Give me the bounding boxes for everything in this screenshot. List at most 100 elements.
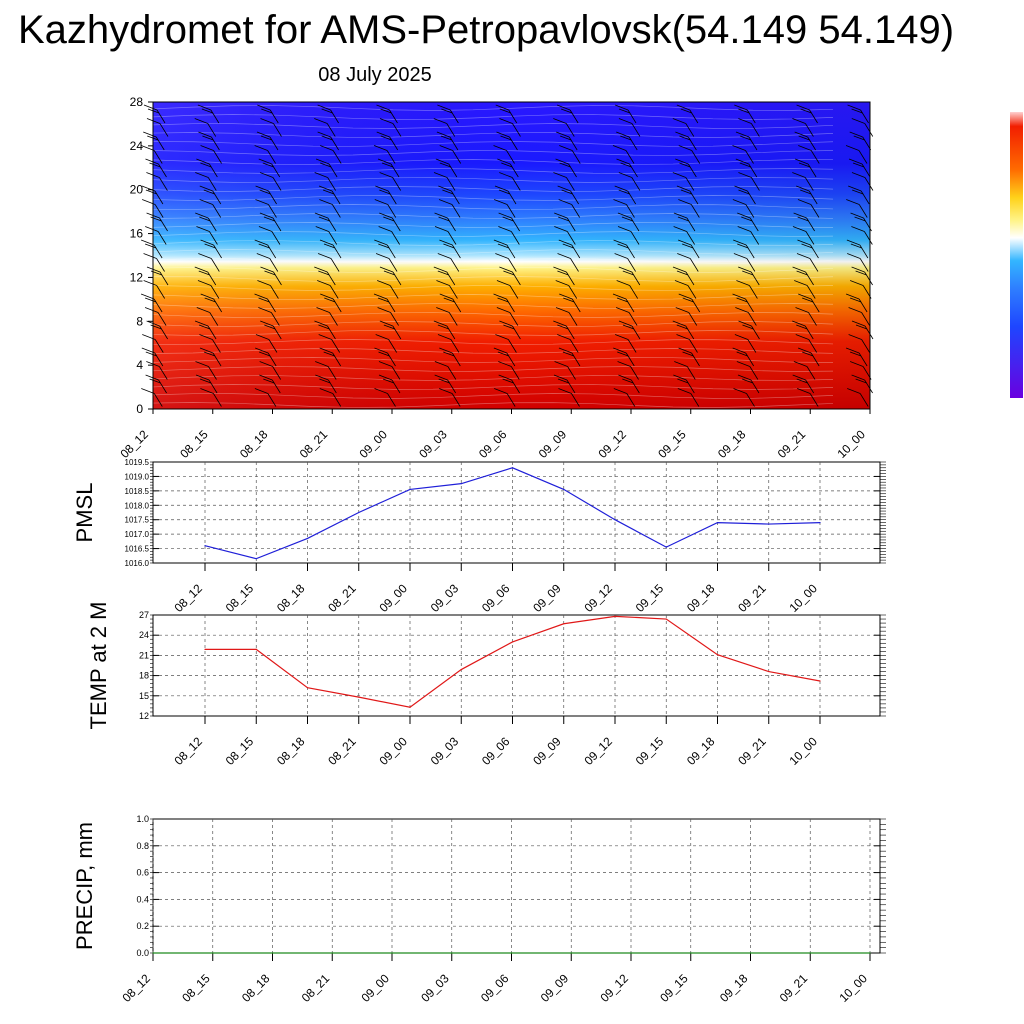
wind-barb-feather (374, 239, 388, 246)
wind-barb-feather (792, 118, 806, 124)
wind-barb-feather (613, 239, 627, 246)
wind-barb (327, 366, 337, 380)
wind-barb (446, 123, 456, 137)
contour-lines (152, 105, 834, 408)
wind-barb-feather (498, 212, 512, 219)
wind-barb-feather (379, 172, 393, 178)
wind-barb (447, 366, 457, 380)
wind-barb (691, 352, 700, 367)
wind-barb-feather (383, 270, 396, 276)
wind-barb-feather (677, 216, 690, 222)
wind-barb-feather (800, 108, 812, 114)
wind-barb (626, 204, 635, 218)
data-point (152, 952, 154, 954)
wind-barb (631, 177, 641, 191)
wind-barb-feather (676, 270, 689, 276)
wind-barb-feather (315, 361, 329, 367)
y-tick-label: 4 (136, 358, 143, 372)
data-point (665, 618, 667, 620)
wind-barb-feather (198, 324, 211, 330)
y-tick-label: 20 (130, 183, 144, 197)
wind-barb-feather (200, 239, 214, 246)
wind-barb-feather (315, 226, 329, 232)
wind-barb-feather (440, 135, 453, 141)
wind-barb (330, 258, 340, 272)
wind-barb-feather (196, 226, 210, 232)
wind-barb (451, 204, 461, 218)
wind-barb (330, 109, 339, 124)
wind-barb-feather (796, 324, 808, 330)
wind-barb (571, 352, 581, 367)
wind-barb (686, 231, 695, 245)
wind-barb-feather (379, 189, 391, 195)
wind-barb-feather (318, 334, 332, 340)
wind-barb-feather (442, 189, 454, 195)
wind-barb (630, 366, 639, 380)
wind-barb (269, 258, 279, 272)
x-tick-label: 08_18 (274, 581, 308, 615)
wind-barb (154, 339, 164, 353)
x-tick-label: 08_12 (117, 427, 151, 461)
wind-barb (751, 325, 760, 340)
wind-barb-feather (145, 158, 159, 165)
wind-barb-feather (493, 199, 508, 205)
wind-barb-feather (849, 361, 864, 367)
wind-barb-feather (558, 388, 572, 394)
y-tick-label: 1016.5 (125, 545, 150, 554)
wind-barb-feather (676, 334, 690, 340)
y-axis-label: TEMP at 2 M (86, 602, 111, 730)
wind-barb (747, 339, 757, 353)
x-tick-label: 08_18 (237, 427, 271, 461)
y-tick-label: 15 (139, 691, 149, 701)
contour-line (152, 240, 834, 246)
wind-barb-feather (255, 185, 269, 192)
y-tick-label: 1017.5 (125, 516, 150, 525)
x-tick-label: 09_03 (418, 971, 452, 1005)
wind-barb (267, 393, 277, 407)
y-tick-label: 12 (139, 711, 149, 721)
wind-barb (748, 312, 757, 326)
wind-barb (508, 109, 518, 124)
wind-barb-feather (802, 297, 814, 303)
wind-barb-feather (736, 351, 748, 357)
contour-line (152, 132, 834, 138)
wind-barb (506, 352, 516, 367)
x-tick-label: 08_12 (119, 971, 153, 1005)
wind-barb-feather (801, 351, 814, 357)
x-tick-label: 09_06 (478, 971, 512, 1005)
wind-barb-feather (259, 361, 273, 367)
wind-barb-feather (379, 266, 394, 273)
wind-barb-feather (562, 351, 575, 357)
y-tick-label: 24 (130, 139, 144, 153)
wind-barb (685, 123, 695, 137)
x-tick-label: 08_15 (177, 427, 211, 461)
wind-barb-feather (437, 334, 452, 340)
wind-barb-feather (845, 347, 860, 354)
page-title: Kazhydromet for AMS-Petropavlovsk(54.149… (18, 8, 955, 52)
wind-barb (689, 339, 698, 353)
wind-barb-feather (439, 162, 451, 168)
wind-barb-feather (381, 162, 394, 168)
wind-barb (509, 312, 519, 326)
wind-barb-feather (850, 243, 862, 249)
data-point (809, 952, 811, 954)
x-tick-label: 09_21 (735, 734, 769, 768)
wind-barb-feather (439, 239, 453, 246)
wind-barb-feather (375, 253, 390, 259)
wind-barb-feather (438, 378, 450, 384)
wind-barb-feather (318, 324, 330, 330)
wind-barb-feather (734, 334, 749, 340)
wind-barb-feather (378, 361, 393, 367)
contour-line (152, 186, 834, 192)
wind-barb (390, 163, 400, 178)
wind-barb (805, 231, 815, 245)
wind-barb-feather (677, 378, 689, 384)
contour-line (152, 348, 834, 354)
wind-barb (388, 258, 398, 272)
wind-barb-feather (433, 320, 448, 327)
contour-line (152, 312, 834, 318)
wind-barb-feather (375, 334, 389, 340)
wind-barb-feather (141, 388, 155, 394)
wind-barb (388, 339, 398, 353)
wind-barb-feather (555, 158, 569, 165)
